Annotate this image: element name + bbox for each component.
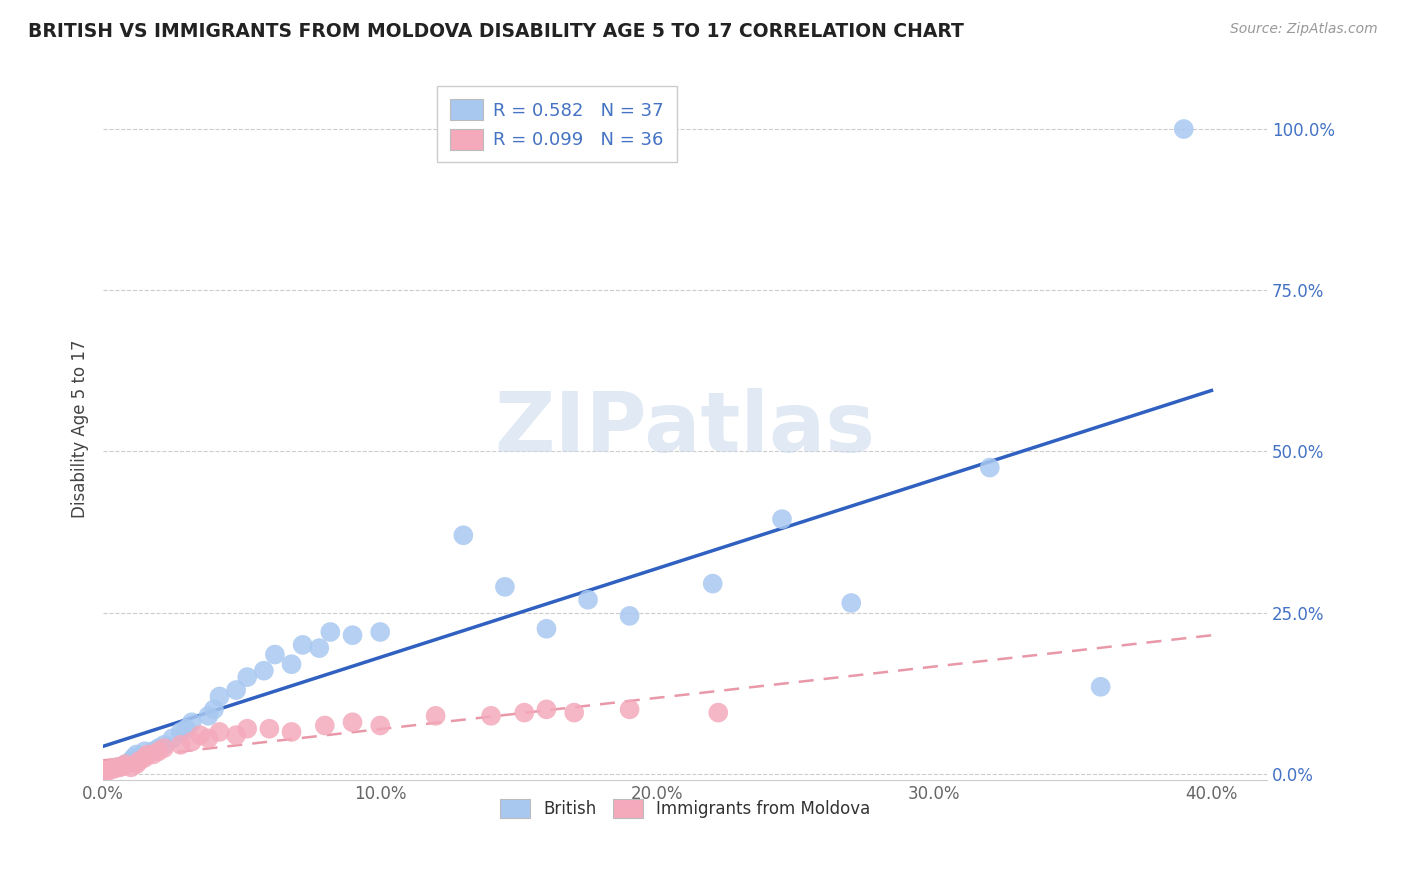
Point bbox=[197, 708, 219, 723]
Point bbox=[536, 702, 558, 716]
Point bbox=[100, 762, 122, 776]
Point bbox=[225, 728, 247, 742]
Point bbox=[702, 576, 724, 591]
Point bbox=[120, 754, 142, 768]
Point bbox=[513, 706, 536, 720]
Point bbox=[202, 702, 225, 716]
Text: BRITISH VS IMMIGRANTS FROM MOLDOVA DISABILITY AGE 5 TO 17 CORRELATION CHART: BRITISH VS IMMIGRANTS FROM MOLDOVA DISAB… bbox=[28, 22, 965, 41]
Point bbox=[236, 670, 259, 684]
Point bbox=[94, 764, 117, 778]
Point bbox=[319, 625, 342, 640]
Point bbox=[536, 622, 558, 636]
Point bbox=[105, 760, 128, 774]
Point bbox=[120, 760, 142, 774]
Point bbox=[111, 759, 134, 773]
Point bbox=[494, 580, 516, 594]
Point bbox=[368, 625, 391, 640]
Point bbox=[153, 741, 176, 756]
Point bbox=[128, 754, 150, 768]
Point bbox=[125, 747, 148, 762]
Point bbox=[134, 750, 156, 764]
Legend: British, Immigrants from Moldova: British, Immigrants from Moldova bbox=[494, 792, 877, 825]
Point bbox=[114, 757, 136, 772]
Point bbox=[197, 731, 219, 746]
Point bbox=[97, 764, 120, 778]
Y-axis label: Disability Age 5 to 17: Disability Age 5 to 17 bbox=[72, 340, 89, 518]
Point bbox=[280, 657, 302, 672]
Point bbox=[134, 744, 156, 758]
Point bbox=[619, 608, 641, 623]
Point bbox=[153, 738, 176, 752]
Point bbox=[314, 718, 336, 732]
Point bbox=[839, 596, 862, 610]
Point bbox=[103, 762, 125, 776]
Point bbox=[259, 722, 281, 736]
Point bbox=[264, 648, 287, 662]
Point bbox=[142, 747, 165, 762]
Point bbox=[425, 708, 447, 723]
Point bbox=[225, 683, 247, 698]
Point bbox=[170, 738, 193, 752]
Point bbox=[308, 641, 330, 656]
Point bbox=[368, 718, 391, 732]
Point bbox=[291, 638, 314, 652]
Point bbox=[108, 760, 131, 774]
Point bbox=[136, 747, 159, 762]
Point bbox=[105, 760, 128, 774]
Point bbox=[148, 744, 170, 758]
Point bbox=[619, 702, 641, 716]
Point bbox=[180, 734, 202, 748]
Point bbox=[180, 715, 202, 730]
Point bbox=[208, 690, 231, 704]
Point bbox=[770, 512, 793, 526]
Point bbox=[114, 757, 136, 772]
Point bbox=[170, 725, 193, 739]
Point bbox=[1173, 122, 1195, 136]
Point bbox=[208, 725, 231, 739]
Point bbox=[91, 764, 114, 778]
Point bbox=[253, 664, 276, 678]
Point bbox=[576, 592, 599, 607]
Point bbox=[174, 722, 197, 736]
Text: ZIPatlas: ZIPatlas bbox=[495, 388, 876, 469]
Point bbox=[236, 722, 259, 736]
Point bbox=[148, 741, 170, 756]
Point bbox=[162, 731, 184, 746]
Point bbox=[707, 706, 730, 720]
Point bbox=[342, 715, 364, 730]
Point bbox=[122, 750, 145, 764]
Point bbox=[125, 757, 148, 772]
Point bbox=[188, 728, 211, 742]
Point bbox=[479, 708, 502, 723]
Text: Source: ZipAtlas.com: Source: ZipAtlas.com bbox=[1230, 22, 1378, 37]
Point bbox=[562, 706, 585, 720]
Point bbox=[1090, 680, 1112, 694]
Point bbox=[142, 744, 165, 758]
Point bbox=[453, 528, 475, 542]
Point bbox=[280, 725, 302, 739]
Point bbox=[979, 460, 1001, 475]
Point bbox=[342, 628, 364, 642]
